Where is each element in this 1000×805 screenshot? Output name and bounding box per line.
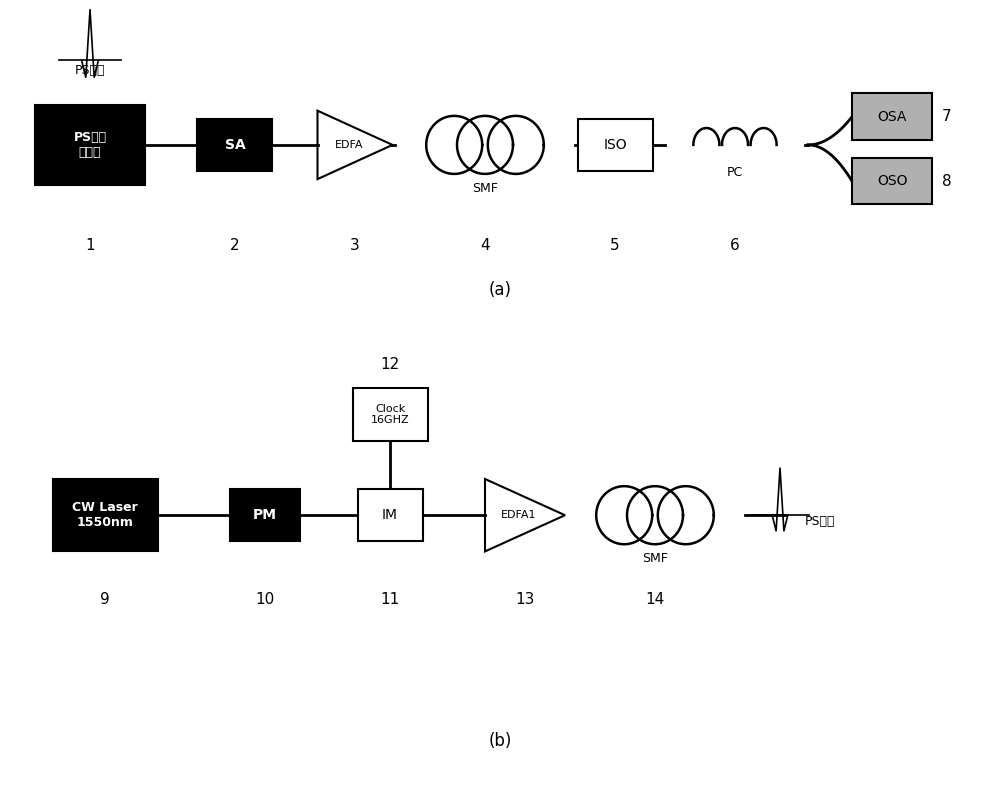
Text: 11: 11 bbox=[380, 592, 400, 607]
FancyBboxPatch shape bbox=[197, 118, 272, 171]
Text: 8: 8 bbox=[942, 174, 952, 188]
Text: 10: 10 bbox=[255, 592, 275, 607]
Text: 1: 1 bbox=[85, 238, 95, 253]
Text: ISO: ISO bbox=[603, 138, 627, 152]
FancyBboxPatch shape bbox=[358, 489, 423, 541]
Text: 12: 12 bbox=[380, 357, 400, 372]
Text: SMF: SMF bbox=[642, 552, 668, 565]
Text: 13: 13 bbox=[515, 592, 535, 607]
Text: 14: 14 bbox=[645, 592, 665, 607]
Text: 6: 6 bbox=[730, 238, 740, 253]
Text: OSO: OSO bbox=[877, 174, 907, 188]
Text: PS孤子: PS孤子 bbox=[75, 64, 105, 77]
FancyBboxPatch shape bbox=[35, 105, 145, 185]
Text: 4: 4 bbox=[480, 238, 490, 253]
Text: Clock
16GHZ: Clock 16GHZ bbox=[371, 404, 409, 425]
Text: (a): (a) bbox=[488, 281, 512, 299]
FancyBboxPatch shape bbox=[852, 158, 932, 204]
Text: 9: 9 bbox=[100, 592, 110, 607]
FancyBboxPatch shape bbox=[52, 479, 158, 551]
FancyBboxPatch shape bbox=[578, 118, 652, 171]
Text: 3: 3 bbox=[350, 238, 360, 253]
Text: CW Laser
1550nm: CW Laser 1550nm bbox=[72, 502, 138, 529]
Text: SMF: SMF bbox=[472, 182, 498, 195]
Text: EDFA: EDFA bbox=[335, 140, 363, 150]
Text: EDFA1: EDFA1 bbox=[501, 510, 536, 520]
Text: SA: SA bbox=[225, 138, 245, 152]
Text: 5: 5 bbox=[610, 238, 620, 253]
Text: PS孤子
发生器: PS孤子 发生器 bbox=[73, 131, 107, 159]
Text: 2: 2 bbox=[230, 238, 240, 253]
Text: PC: PC bbox=[727, 166, 743, 179]
Text: IM: IM bbox=[382, 508, 398, 522]
FancyBboxPatch shape bbox=[230, 489, 300, 541]
FancyBboxPatch shape bbox=[353, 388, 428, 441]
Text: PS孤子: PS孤子 bbox=[805, 515, 836, 528]
Text: (b): (b) bbox=[488, 732, 512, 749]
Text: 7: 7 bbox=[942, 109, 952, 124]
FancyBboxPatch shape bbox=[852, 93, 932, 140]
Text: PM: PM bbox=[253, 508, 277, 522]
Text: OSA: OSA bbox=[877, 109, 907, 124]
